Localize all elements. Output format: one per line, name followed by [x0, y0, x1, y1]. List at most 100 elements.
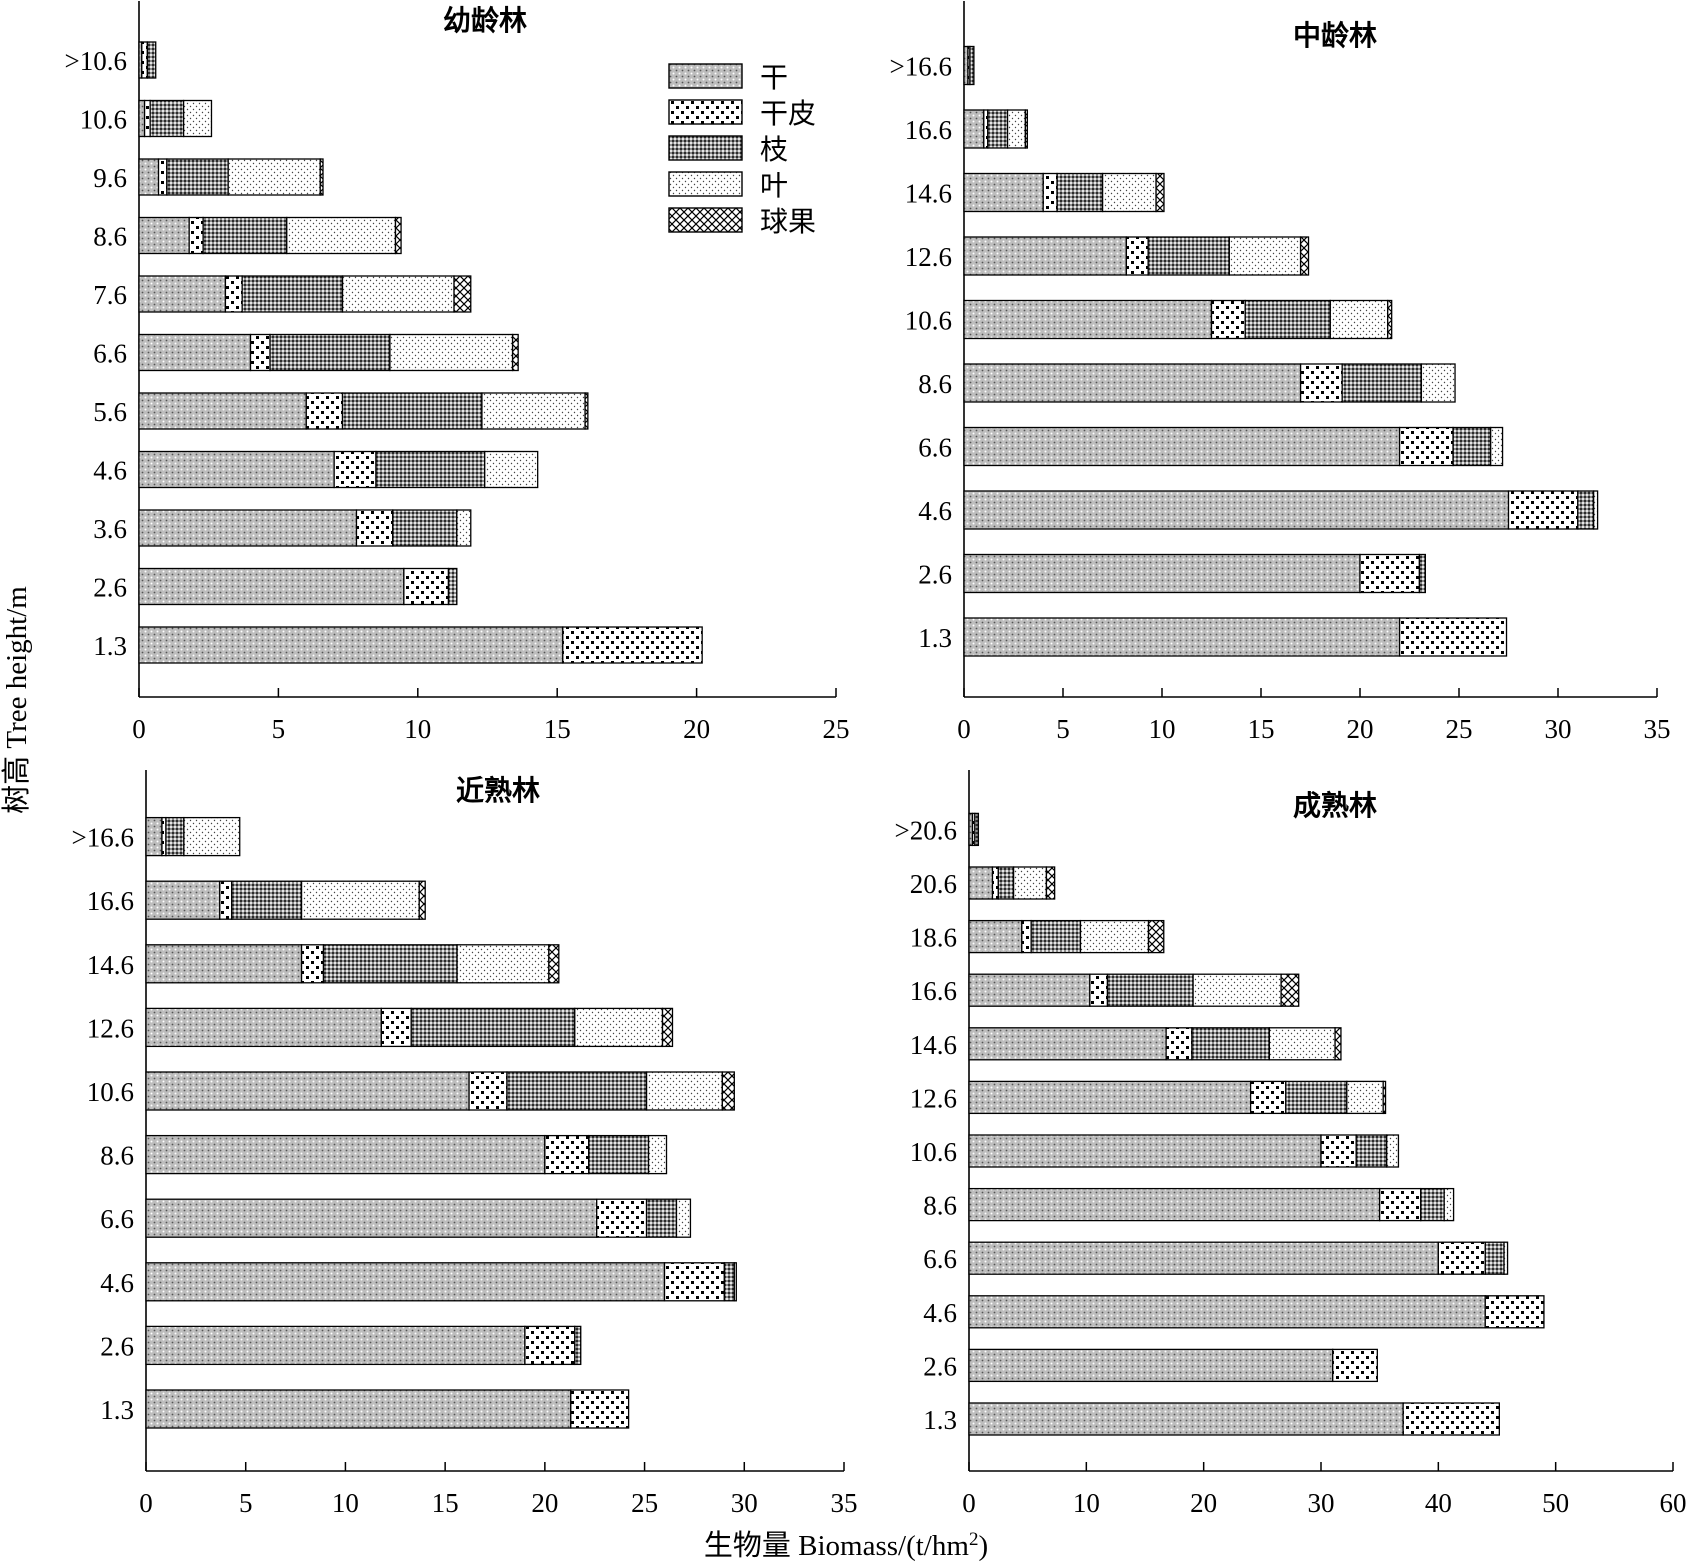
legend-swatch [668, 99, 743, 125]
bar-segment [991, 866, 999, 900]
bar-segment [596, 1198, 648, 1238]
y-tick-label: 3.6 [93, 514, 127, 544]
bar-segment [1147, 236, 1230, 276]
y-tick-label: 1.3 [918, 623, 952, 653]
bar-segment [1210, 299, 1246, 340]
bar-segment [389, 333, 514, 372]
bar-segment [183, 816, 241, 857]
bar-segment [1228, 236, 1302, 276]
bar-segment [138, 333, 252, 372]
y-tick-label: 10.6 [905, 306, 952, 336]
bar-segment [456, 509, 472, 547]
bar-segment [1334, 1027, 1342, 1061]
bar-segment [574, 1325, 582, 1366]
bar-segment [410, 1007, 576, 1048]
bar-segment [146, 41, 157, 79]
x-tick-label: 35 [831, 1488, 858, 1518]
bar-segment [149, 99, 185, 138]
x-tick-label: 10 [1073, 1488, 1100, 1518]
bar-segment [456, 944, 550, 984]
bar-segment [570, 1389, 630, 1429]
x-tick-label: 0 [132, 714, 146, 744]
legend-label: 干 [760, 61, 788, 94]
y-tick-label: 16.6 [910, 976, 957, 1006]
bar-segment [145, 1262, 666, 1302]
bar-segment [447, 567, 458, 606]
y-tick-label: >16.6 [890, 52, 952, 82]
bar-segment [1165, 1027, 1193, 1061]
x-tick-label: 40 [1425, 1488, 1452, 1518]
bar-segment [1089, 973, 1109, 1007]
y-tick-label: 1.3 [100, 1395, 134, 1425]
legend-swatch [668, 171, 743, 197]
bar-segment [355, 509, 394, 547]
bar-segment [145, 816, 163, 857]
bar-segment [721, 1071, 735, 1111]
bar-segment [1437, 1241, 1486, 1275]
bar-segment [1021, 919, 1032, 954]
bar-segment [987, 109, 1009, 149]
y-tick-label: 10.6 [910, 1137, 957, 1167]
bar-segment [968, 1080, 1252, 1115]
bar-segment [1191, 1027, 1271, 1061]
x-tick-label: 25 [631, 1488, 658, 1518]
bar-segment [511, 333, 519, 372]
legend-label: 枝 [760, 133, 788, 166]
bar-segment [963, 363, 1302, 403]
bar-segment [1490, 426, 1504, 467]
y-tick-label: 5.6 [93, 397, 127, 427]
y-tick-label: 6.6 [918, 433, 952, 463]
bar-segment [1484, 1295, 1545, 1329]
bar-segment [1418, 553, 1426, 594]
bar-segment [1398, 426, 1454, 467]
bar-segment [524, 1325, 576, 1366]
bar-segment [1577, 490, 1595, 530]
bar-segment [333, 450, 377, 489]
bar-segment [1106, 973, 1194, 1007]
y-tick-label: 14.6 [905, 179, 952, 209]
y-tick-label: 1.3 [93, 631, 127, 661]
bar-segment [968, 919, 1023, 954]
bar-segment [968, 1402, 1404, 1436]
x-tick-label: 10 [332, 1488, 359, 1518]
bar-segment [963, 426, 1401, 467]
bar-segment [319, 158, 324, 196]
bar-segment [1147, 919, 1165, 954]
bar-segment [145, 1071, 470, 1111]
bar-segment [544, 1134, 590, 1175]
y-tick-label: 14.6 [87, 950, 134, 980]
y-tick-label: 7.6 [93, 280, 127, 310]
bar-segment [481, 392, 586, 430]
bar-segment [663, 1262, 725, 1302]
bar-segment [963, 236, 1128, 276]
bar-segment [145, 1134, 546, 1175]
x-tick-label: 30 [731, 1488, 758, 1518]
bar-segment [1012, 866, 1048, 900]
bar-segment [1382, 1080, 1387, 1115]
panel-title: 近熟林 [456, 774, 540, 807]
y-tick-label: 8.6 [100, 1141, 134, 1171]
legend-label: 球果 [760, 205, 816, 238]
x-tick-label: 20 [1190, 1488, 1217, 1518]
x-tick-label: 0 [962, 1488, 976, 1518]
bar-segment [584, 392, 589, 430]
bar-segment [166, 158, 229, 196]
bar-segment [394, 216, 402, 255]
x-tick-label: 15 [432, 1488, 459, 1518]
bar-segment [963, 172, 1044, 213]
y-tick-label: >10.6 [65, 46, 127, 76]
bar-segment [188, 216, 204, 255]
bar-segment [574, 1007, 664, 1048]
bar-segment [468, 1071, 508, 1111]
legend-swatch [668, 135, 743, 161]
bar-segment [392, 509, 458, 547]
bar-segment [968, 1348, 1334, 1383]
bar-segment [968, 1027, 1167, 1061]
x-tick-label: 10 [1149, 714, 1176, 744]
y-tick-label: 9.6 [93, 163, 127, 193]
bar-segment [1045, 866, 1056, 900]
x-tick-label: 5 [239, 1488, 253, 1518]
y-tick-label: 6.6 [100, 1204, 134, 1234]
y-tick-label: 8.6 [93, 222, 127, 252]
x-tick-label: 15 [1248, 714, 1275, 744]
